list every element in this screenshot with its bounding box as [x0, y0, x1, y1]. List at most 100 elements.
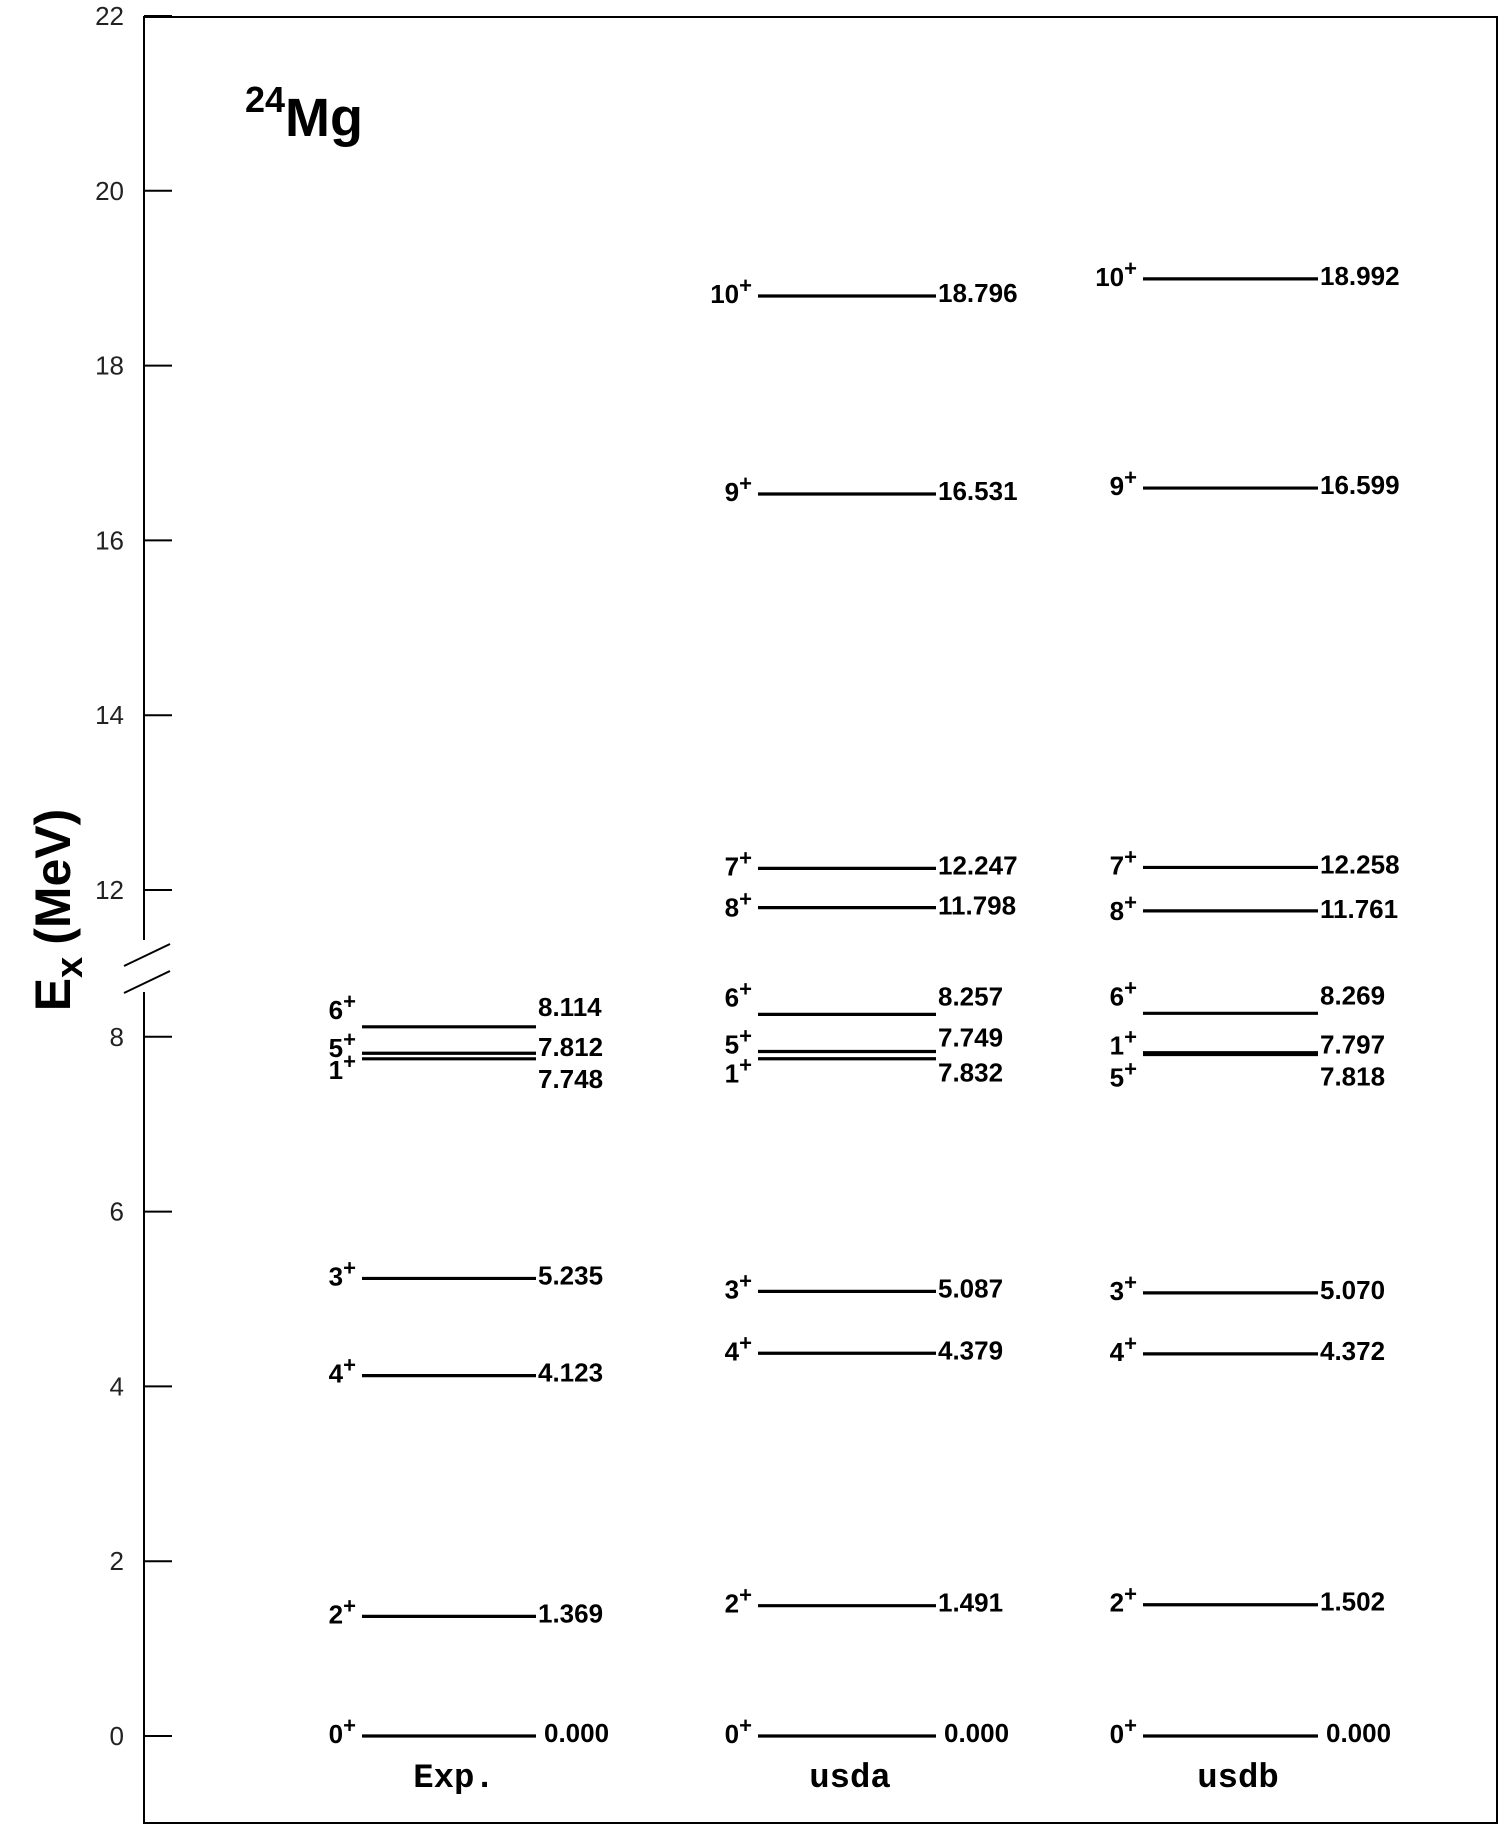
level-energy-label: 7.748 [538, 1064, 603, 1094]
level-spin-label: 3+ [725, 1268, 752, 1304]
level-energy-label: 18.796 [938, 278, 1018, 308]
y-tick-label: 14 [95, 700, 124, 730]
spin-value: 9 [725, 477, 739, 507]
level-spin-label: 4+ [1110, 1331, 1137, 1367]
spin-value: 2 [1110, 1588, 1124, 1618]
y-tick-label: 4 [110, 1371, 124, 1401]
parity-value: + [1124, 1270, 1137, 1295]
y-tick-label: 0 [110, 1721, 124, 1751]
level-energy-label: 8.114 [538, 992, 602, 1022]
level-energy-label: 7.812 [538, 1032, 603, 1062]
level-energy-label: 5.235 [538, 1260, 603, 1290]
parity-value: + [1124, 975, 1137, 1000]
parity-value: + [739, 1713, 752, 1738]
parity-value: + [739, 1583, 752, 1608]
parity-value: + [739, 273, 752, 298]
level-energy-label: 0.000 [544, 1718, 609, 1748]
level-spin-label: 5+ [725, 1023, 752, 1059]
spin-value: 10 [1095, 262, 1124, 292]
level-spin-label: 2+ [329, 1593, 356, 1629]
column-name: Exp. [413, 1760, 495, 1798]
parity-value: + [739, 845, 752, 870]
spin-value: 3 [1110, 1276, 1124, 1306]
spin-value: 5 [725, 1029, 739, 1059]
y-tick-label: 8 [110, 1022, 124, 1052]
spin-value: 0 [329, 1719, 343, 1749]
level-energy-label: 0.000 [1326, 1718, 1391, 1748]
y-tick-label: 6 [110, 1197, 124, 1227]
level-energy-label: 12.258 [1320, 849, 1400, 879]
parity-value: + [739, 471, 752, 496]
spin-value: 1 [1110, 1031, 1124, 1061]
parity-value: + [739, 1330, 752, 1355]
level-spin-label: 7+ [725, 845, 752, 881]
y-axis-label-sub: x [49, 957, 91, 978]
y-tick-label: 2 [110, 1546, 124, 1576]
level-spin-label: 2+ [725, 1583, 752, 1619]
parity-value: + [1124, 1057, 1137, 1082]
parity-value: + [343, 1049, 356, 1074]
level-energy-label: 4.123 [538, 1358, 603, 1388]
spin-value: 1 [329, 1055, 343, 1085]
level-energy-label: 7.797 [1320, 1030, 1385, 1060]
level-energy-label: 18.992 [1320, 261, 1400, 291]
level-energy-label: 7.832 [938, 1058, 1003, 1088]
level-spin-label: 1+ [1110, 1025, 1137, 1061]
nucleus-label: 24Mg [245, 79, 363, 148]
spin-value: 6 [329, 995, 343, 1025]
nucleus-symbol: Mg [285, 88, 363, 148]
level-spin-label: 0+ [1110, 1713, 1137, 1749]
level-spin-label: 4+ [725, 1330, 752, 1366]
level-spin-label: 7+ [1110, 844, 1137, 880]
level-energy-label: 11.798 [938, 891, 1016, 921]
axis-break [120, 940, 171, 994]
spin-value: 10 [710, 279, 739, 309]
spin-value: 3 [329, 1261, 343, 1291]
level-energy-label: 12.247 [938, 850, 1018, 880]
y-tick-label: 22 [95, 1, 124, 31]
level-spin-label: 1+ [725, 1053, 752, 1089]
parity-value: + [343, 1713, 356, 1738]
parity-value: + [1124, 1331, 1137, 1356]
parity-value: + [739, 887, 752, 912]
level-spin-label: 4+ [329, 1353, 356, 1389]
parity-value: + [1124, 256, 1137, 281]
level-energy-label: 8.257 [938, 981, 1003, 1011]
parity-value: + [343, 1593, 356, 1618]
level-spin-label: 6+ [329, 989, 356, 1025]
level-spin-label: 8+ [725, 887, 752, 923]
level-spin-label: 0+ [725, 1713, 752, 1749]
level-spin-label: 2+ [1110, 1582, 1137, 1618]
parity-value: + [343, 1255, 356, 1280]
y-tick-label: 12 [95, 875, 124, 905]
spin-value: 5 [1110, 1063, 1124, 1093]
level-spin-label: 5+ [329, 1027, 356, 1063]
parity-value: + [343, 1027, 356, 1052]
level-energy-label: 4.379 [938, 1335, 1003, 1365]
level-spin-label: 1+ [329, 1049, 356, 1085]
parity-value: + [739, 1053, 752, 1078]
level-energy-label: 8.269 [1320, 980, 1385, 1010]
spin-value: 7 [725, 851, 739, 881]
level-spin-label: 3+ [1110, 1270, 1137, 1306]
spin-value: 0 [725, 1719, 739, 1749]
level-energy-label: 5.070 [1320, 1275, 1385, 1305]
y-tick-label: 18 [95, 351, 124, 381]
level-energy-label: 7.818 [1320, 1062, 1385, 1092]
spin-value: 5 [329, 1033, 343, 1063]
level-spin-label: 9+ [725, 471, 752, 507]
level-spin-label: 0+ [329, 1713, 356, 1749]
plot-frame [143, 16, 1498, 1824]
spin-value: 7 [1110, 850, 1124, 880]
spin-value: 0 [1110, 1719, 1124, 1749]
level-spin-label: 10+ [710, 273, 752, 309]
level-energy-label: 1.491 [938, 1588, 1003, 1618]
spin-value: 4 [1110, 1337, 1125, 1367]
y-axis-ticks: 0 2 4 6 8 12 14 16 18 20 22 [95, 1, 172, 1751]
level-spin-label: 6+ [725, 976, 752, 1012]
level-spin-label: 10+ [1095, 256, 1137, 292]
parity-value: + [1124, 1713, 1137, 1738]
level-energy-label: 16.531 [938, 476, 1018, 506]
